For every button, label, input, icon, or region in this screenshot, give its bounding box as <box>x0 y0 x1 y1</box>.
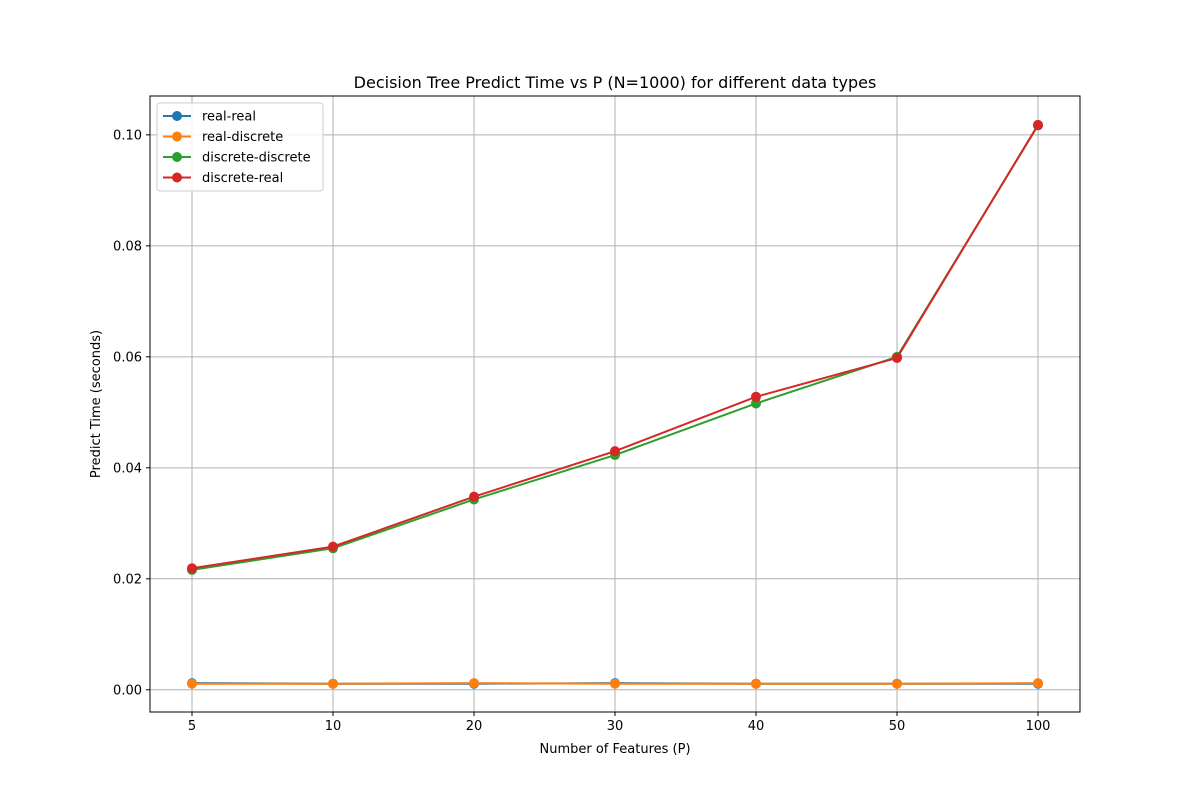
y-axis-label: Predict Time (seconds) <box>89 330 104 478</box>
y-tick-label: 0.04 <box>113 461 142 476</box>
x-axis-label: Number of Features (P) <box>539 742 690 757</box>
legend-label: discrete-real <box>202 171 283 186</box>
legend-label: discrete-discrete <box>202 151 311 166</box>
data-point-real-discrete <box>1033 678 1043 688</box>
x-tick-label: 10 <box>325 719 342 734</box>
data-point-discrete-real <box>1033 120 1043 130</box>
y-tick-label: 0.08 <box>113 239 142 254</box>
data-point-real-discrete <box>187 679 197 689</box>
data-point-real-discrete <box>610 679 620 689</box>
x-tick-label: 50 <box>889 719 906 734</box>
legend-label: real-discrete <box>202 130 283 145</box>
data-point-real-discrete <box>328 679 338 689</box>
x-tick-label: 30 <box>607 719 624 734</box>
data-point-real-discrete <box>892 679 902 689</box>
data-point-discrete-real <box>751 392 761 402</box>
legend-marker <box>172 152 182 162</box>
x-tick-label: 100 <box>1026 719 1051 734</box>
legend-marker <box>172 173 182 183</box>
legend: real-real real-discrete discrete-discrete d… <box>157 103 323 191</box>
data-point-discrete-real <box>892 353 902 363</box>
data-point-discrete-real <box>469 492 479 502</box>
data-point-discrete-real <box>328 542 338 552</box>
x-tick-label: 5 <box>188 719 196 734</box>
y-tick-label: 0.06 <box>113 350 142 365</box>
y-tick-label: 0.00 <box>113 683 142 698</box>
legend-marker <box>172 111 182 121</box>
x-tick-label: 40 <box>748 719 765 734</box>
x-tick-label: 20 <box>466 719 483 734</box>
legend-label: real-real <box>202 110 256 125</box>
y-tick-label: 0.10 <box>113 128 142 143</box>
chart-title: Decision Tree Predict Time vs P (N=1000)… <box>354 73 877 92</box>
data-point-real-discrete <box>469 678 479 688</box>
y-tick-label: 0.02 <box>113 572 142 587</box>
data-point-discrete-real <box>610 446 620 456</box>
data-point-real-discrete <box>751 679 761 689</box>
legend-marker <box>172 132 182 142</box>
data-point-discrete-real <box>187 563 197 573</box>
